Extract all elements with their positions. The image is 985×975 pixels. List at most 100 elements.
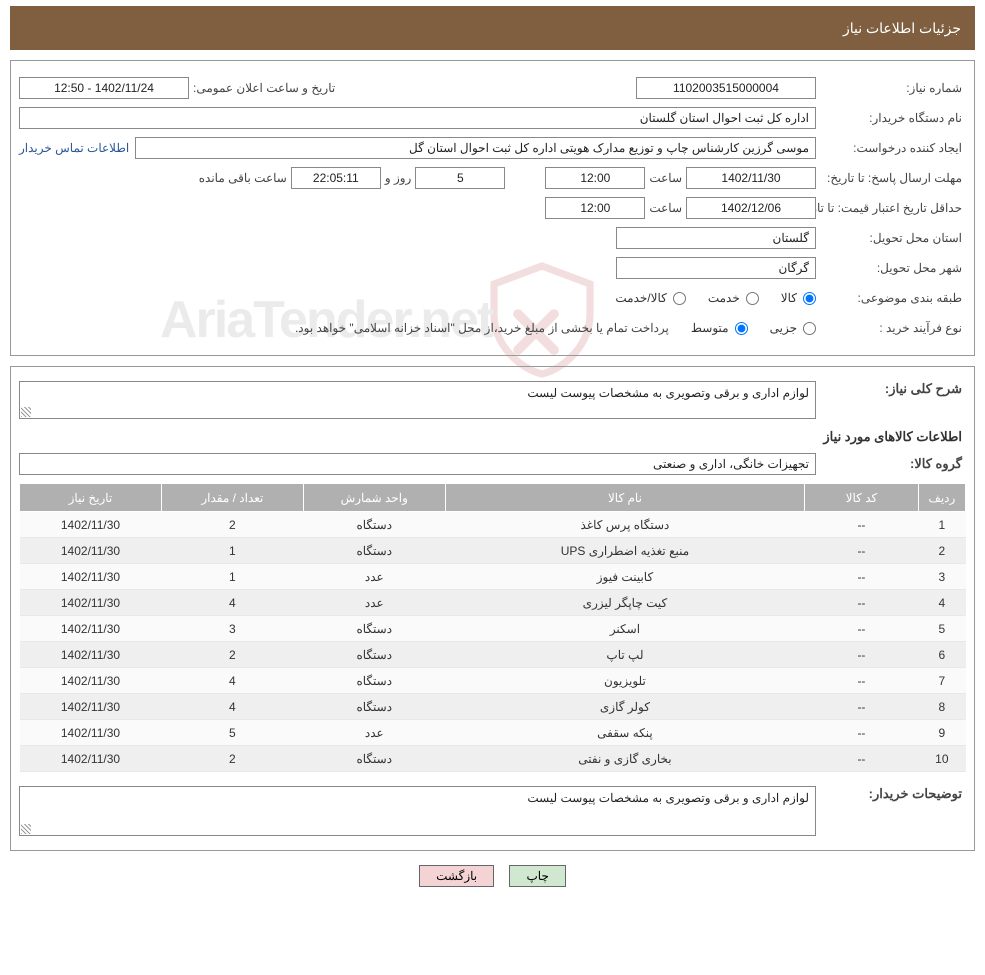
cell-qty: 2	[161, 512, 303, 538]
cell-name: پنکه سقفی	[445, 720, 804, 746]
table-row: 6--لپ تاپدستگاه21402/11/30	[20, 642, 966, 668]
table-row: 5--اسکنردستگاه31402/11/30	[20, 616, 966, 642]
cell-code: --	[805, 512, 919, 538]
resize-handle-icon[interactable]	[21, 824, 31, 834]
cell-code: --	[805, 590, 919, 616]
group-label: گروه کالا:	[816, 456, 966, 472]
reply-hour-value: 12:00	[545, 167, 645, 189]
th-qty: تعداد / مقدار	[161, 484, 303, 512]
cat-both-radio[interactable]	[673, 292, 686, 305]
th-name: نام کالا	[445, 484, 804, 512]
items-header: اطلاعات کالاهای مورد نیاز	[23, 429, 962, 445]
cat-service-radio[interactable]	[746, 292, 759, 305]
announce-dt-label: تاریخ و ساعت اعلان عمومی:	[189, 81, 339, 95]
proc-medium-label: متوسط	[691, 321, 729, 335]
cell-idx: 9	[918, 720, 965, 746]
cell-qty: 4	[161, 694, 303, 720]
cell-name: کولر گازی	[445, 694, 804, 720]
cell-idx: 3	[918, 564, 965, 590]
cell-unit: دستگاه	[303, 512, 445, 538]
cell-qty: 2	[161, 746, 303, 772]
button-bar: چاپ بازگشت	[10, 865, 975, 887]
validity-label: حداقل تاریخ اعتبار قیمت: تا تاریخ:	[816, 201, 966, 215]
reply-date-value: 1402/11/30	[686, 167, 816, 189]
table-row: 7--تلویزیوندستگاه41402/11/30	[20, 668, 966, 694]
description-textarea[interactable]: لوازم اداری و برقی وتصویری به مشخصات پیو…	[19, 381, 816, 419]
buyer-org-label: نام دستگاه خریدار:	[816, 111, 966, 125]
proc-partial-radio[interactable]	[803, 322, 816, 335]
validity-date-value: 1402/12/06	[686, 197, 816, 219]
cell-date: 1402/11/30	[20, 538, 162, 564]
validity-hour-value: 12:00	[545, 197, 645, 219]
page-title: جزئیات اطلاعات نیاز	[843, 20, 961, 37]
cell-name: تلویزیون	[445, 668, 804, 694]
cell-name: اسکنر	[445, 616, 804, 642]
cell-idx: 8	[918, 694, 965, 720]
back-button[interactable]: بازگشت	[419, 865, 494, 887]
cell-unit: عدد	[303, 720, 445, 746]
cell-code: --	[805, 642, 919, 668]
table-row: 3--کابینت فیوزعدد11402/11/30	[20, 564, 966, 590]
cat-goods-label: کالا	[781, 291, 797, 305]
province-value: گلستان	[616, 227, 816, 249]
cell-code: --	[805, 668, 919, 694]
requester-value: موسی گرزین کارشناس چاپ و توزیع مدارک هوی…	[135, 137, 816, 159]
th-code: کد کالا	[805, 484, 919, 512]
th-date: تاریخ نیاز	[20, 484, 162, 512]
group-value: تجهیزات خانگی، اداری و صنعتی	[19, 453, 816, 475]
buyer-notes-label: توضیحات خریدار:	[816, 786, 966, 802]
cell-code: --	[805, 694, 919, 720]
cell-idx: 5	[918, 616, 965, 642]
cell-date: 1402/11/30	[20, 668, 162, 694]
cell-date: 1402/11/30	[20, 590, 162, 616]
resize-handle-icon[interactable]	[21, 407, 31, 417]
process-radios: جزیی متوسط	[673, 321, 816, 335]
validity-hour-label: ساعت	[645, 201, 686, 215]
table-row: 9--پنکه سقفیعدد51402/11/30	[20, 720, 966, 746]
city-value: گرگان	[616, 257, 816, 279]
need-no-label: شماره نیاز:	[816, 81, 966, 95]
cell-name: لپ تاپ	[445, 642, 804, 668]
cell-qty: 3	[161, 616, 303, 642]
cell-qty: 5	[161, 720, 303, 746]
cell-date: 1402/11/30	[20, 694, 162, 720]
cell-idx: 7	[918, 668, 965, 694]
print-button[interactable]: چاپ	[509, 865, 565, 887]
table-row: 4--کیت چاپگر لیزریعدد41402/11/30	[20, 590, 966, 616]
buyer-contact-link[interactable]: اطلاعات تماس خریدار	[19, 141, 129, 155]
cell-date: 1402/11/30	[20, 564, 162, 590]
table-row: 8--کولر گازیدستگاه41402/11/30	[20, 694, 966, 720]
cat-goods-radio[interactable]	[803, 292, 816, 305]
cell-qty: 4	[161, 590, 303, 616]
cell-code: --	[805, 564, 919, 590]
days-left-value: 5	[415, 167, 505, 189]
proc-partial-label: جزیی	[770, 321, 797, 335]
cell-code: --	[805, 746, 919, 772]
proc-medium-radio[interactable]	[735, 322, 748, 335]
cell-code: --	[805, 538, 919, 564]
cell-date: 1402/11/30	[20, 642, 162, 668]
days-and-label: روز و	[381, 171, 416, 185]
table-header-row: ردیف کد کالا نام کالا واحد شمارش تعداد /…	[20, 484, 966, 512]
cell-name: منبع تغذیه اضطراری UPS	[445, 538, 804, 564]
cell-date: 1402/11/30	[20, 720, 162, 746]
cell-unit: دستگاه	[303, 694, 445, 720]
cell-idx: 4	[918, 590, 965, 616]
cell-name: کابینت فیوز	[445, 564, 804, 590]
buyer-notes-textarea[interactable]: لوازم اداری و برقی وتصویری به مشخصات پیو…	[19, 786, 816, 836]
cell-name: کیت چاپگر لیزری	[445, 590, 804, 616]
items-section: شرح کلی نیاز: لوازم اداری و برقی وتصویری…	[10, 366, 975, 851]
cell-name: بخاری گازی و نفتی	[445, 746, 804, 772]
process-note: پرداخت تمام یا بخشی از مبلغ خرید،از محل …	[19, 321, 673, 335]
category-label: طبقه بندی موضوعی:	[816, 291, 966, 305]
cell-unit: دستگاه	[303, 642, 445, 668]
cat-both-label: کالا/خدمت	[615, 291, 666, 305]
reply-deadline-label: مهلت ارسال پاسخ: تا تاریخ:	[816, 171, 966, 185]
cell-qty: 4	[161, 668, 303, 694]
cell-unit: عدد	[303, 564, 445, 590]
cell-unit: عدد	[303, 590, 445, 616]
description-label: شرح کلی نیاز:	[816, 381, 966, 397]
title-bar: جزئیات اطلاعات نیاز	[10, 6, 975, 50]
buyer-org-value: اداره کل ثبت احوال استان گلستان	[19, 107, 816, 129]
countdown-value: 22:05:11	[291, 167, 381, 189]
